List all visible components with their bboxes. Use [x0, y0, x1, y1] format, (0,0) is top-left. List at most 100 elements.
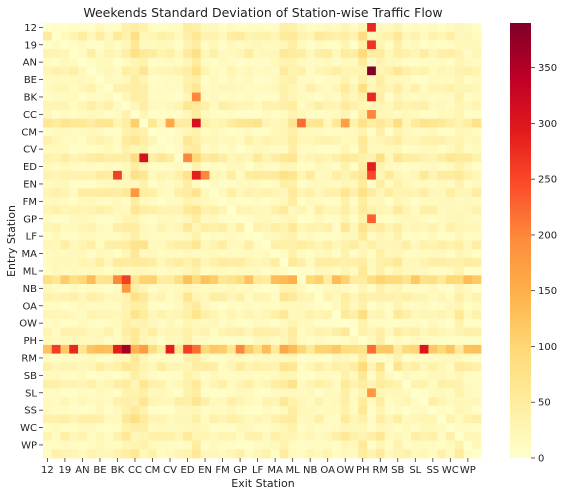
heatmap-cell: [376, 267, 385, 276]
heatmap-cell: [315, 119, 324, 128]
heatmap-cell: [306, 441, 315, 450]
heatmap-cell: [367, 328, 376, 337]
heatmap-cell: [428, 214, 437, 223]
heatmap-cell: [61, 354, 70, 363]
heatmap-cell: [183, 293, 192, 302]
heatmap-cell: [244, 275, 253, 284]
heatmap-cell: [428, 423, 437, 432]
heatmap-cell: [271, 293, 280, 302]
heatmap-cell: [385, 397, 394, 406]
heatmap-cell: [455, 249, 464, 258]
heatmap-cell: [244, 310, 253, 319]
heatmap-cell: [376, 67, 385, 76]
heatmap-cell: [428, 40, 437, 49]
heatmap-cell: [437, 110, 446, 119]
heatmap-cell: [428, 93, 437, 102]
heatmap-cell: [174, 171, 183, 180]
heatmap-cell: [113, 136, 122, 145]
heatmap-cell: [332, 180, 341, 189]
heatmap-cell: [437, 336, 446, 345]
heatmap-cell: [455, 67, 464, 76]
heatmap-cell: [472, 345, 481, 354]
heatmap-cell: [201, 84, 210, 93]
heatmap-cell: [402, 275, 411, 284]
heatmap-cell: [209, 110, 218, 119]
heatmap-cell: [280, 249, 289, 258]
heatmap-cell: [262, 267, 271, 276]
heatmap-cell: [52, 197, 61, 206]
heatmap-cell: [253, 58, 262, 67]
heatmap-cell: [52, 328, 61, 337]
heatmap-cell: [87, 93, 96, 102]
heatmap-cell: [148, 397, 157, 406]
heatmap-cell: [87, 293, 96, 302]
heatmap-cell: [139, 301, 148, 310]
heatmap-cell: [271, 101, 280, 110]
heatmap-cell: [428, 110, 437, 119]
heatmap-cell: [174, 432, 183, 441]
heatmap-cell: [183, 232, 192, 241]
heatmap-cell: [455, 206, 464, 215]
heatmap-cell: [209, 301, 218, 310]
heatmap-cell: [113, 415, 122, 424]
heatmap-cell: [420, 93, 429, 102]
heatmap-cell: [385, 362, 394, 371]
heatmap-cell: [78, 223, 87, 232]
heatmap-cell: [288, 206, 297, 215]
heatmap-cell: [350, 293, 359, 302]
heatmap-cell: [437, 432, 446, 441]
heatmap-cell: [428, 127, 437, 136]
heatmap-cell: [437, 284, 446, 293]
heatmap-cell: [69, 388, 78, 397]
heatmap-cell: [332, 328, 341, 337]
heatmap-cell: [69, 449, 78, 458]
heatmap-cell: [420, 188, 429, 197]
heatmap-cell: [166, 214, 175, 223]
heatmap-cell: [52, 249, 61, 258]
heatmap-cell: [43, 336, 52, 345]
heatmap-cell: [104, 258, 113, 267]
heatmap-cell: [350, 58, 359, 67]
heatmap-cell: [69, 423, 78, 432]
heatmap-cell: [218, 388, 227, 397]
x-tick-label: CV: [163, 465, 177, 476]
heatmap-cell: [428, 284, 437, 293]
heatmap-cell: [358, 180, 367, 189]
heatmap-cell: [96, 171, 105, 180]
heatmap-cell: [428, 328, 437, 337]
heatmap-cell: [253, 371, 262, 380]
heatmap-cell: [323, 449, 332, 458]
heatmap-cell: [218, 380, 227, 389]
heatmap-cell: [341, 171, 350, 180]
heatmap-cell: [78, 293, 87, 302]
heatmap-cell: [446, 162, 455, 171]
heatmap-cell: [315, 336, 324, 345]
heatmap-cell: [96, 110, 105, 119]
heatmap-cell: [157, 232, 166, 241]
heatmap-cell: [367, 258, 376, 267]
heatmap-cell: [271, 75, 280, 84]
heatmap-cell: [87, 197, 96, 206]
heatmap-cell: [236, 23, 245, 32]
heatmap-cell: [43, 415, 52, 424]
heatmap-cell: [253, 441, 262, 450]
colorbar-tick-label: 300: [538, 119, 557, 130]
heatmap-cell: [358, 380, 367, 389]
heatmap-cell: [420, 154, 429, 163]
heatmap-cell: [393, 93, 402, 102]
heatmap-cell: [227, 388, 236, 397]
heatmap-cell: [350, 188, 359, 197]
x-tick-label: FM: [215, 465, 229, 476]
heatmap-cell: [472, 406, 481, 415]
y-tick-label: SS: [24, 406, 37, 417]
heatmap-cell: [227, 267, 236, 276]
heatmap-cell: [472, 136, 481, 145]
heatmap-cell: [280, 310, 289, 319]
heatmap-cell: [96, 93, 105, 102]
heatmap-cell: [244, 119, 253, 128]
heatmap-cell: [367, 397, 376, 406]
heatmap-cell: [385, 345, 394, 354]
heatmap-cell: [323, 406, 332, 415]
heatmap-cell: [139, 145, 148, 154]
heatmap-cell: [385, 214, 394, 223]
